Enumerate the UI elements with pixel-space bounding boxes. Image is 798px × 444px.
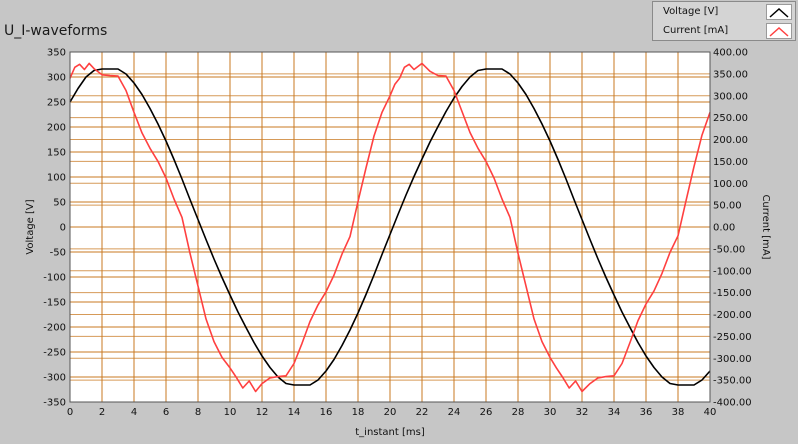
y-right-tick-label: -400.00 [713,398,752,409]
x-tick-label: 26 [480,407,493,418]
x-tick-label: 24 [448,407,461,418]
x-tick-label: 38 [672,407,685,418]
x-tick-label: 2 [99,407,105,418]
y-left-tick-label: -150 [43,298,66,309]
y-right-tick-label: -300.00 [713,354,752,365]
x-tick-label: 10 [224,407,237,418]
legend-swatch-current[interactable] [766,23,792,39]
legend-swatch-voltage[interactable] [766,4,792,20]
x-tick-label: 16 [320,407,333,418]
legend-label-current: Current [mA] [663,25,729,36]
y-left-tick-label: 200 [47,123,66,134]
y-left-tick-label: -100 [43,273,66,284]
y-right-tick-label: 50.00 [713,201,742,212]
chart-title: U_I-waveforms [4,23,108,39]
y-right-tick-label: -50.00 [713,244,745,255]
y-left-tick-label: 100 [47,173,66,184]
y-left-tick-label: -350 [43,398,66,409]
legend-item-voltage[interactable]: Voltage [V] [653,3,795,22]
legend-label-voltage: Voltage [V] [663,6,719,17]
series-lines [69,62,711,393]
x-tick-label: 4 [131,407,137,418]
y-right-tick-label: 200.00 [713,135,748,146]
grid [70,52,710,402]
x-tick-label: 22 [416,407,429,418]
y-left-tick-label: 0 [60,223,66,234]
y-left-tick-label: -50 [50,248,66,259]
y-right-tick-label: 0.00 [713,223,735,234]
y-right-tick-label: 250.00 [713,113,748,124]
y-left-tick-label: -200 [43,323,66,334]
x-tick-label: 8 [195,407,201,418]
y-left-tick-label: 50 [53,198,66,209]
legend-item-current[interactable]: Current [mA] [653,22,795,41]
x-tick-label: 40 [704,407,717,418]
y-right-tick-label: 350.00 [713,69,748,80]
series-line-current [69,62,711,393]
x-axis-label: t_instant [ms] [355,427,425,438]
x-tick-label: 32 [576,407,589,418]
y-left-tick-label: 300 [47,73,66,84]
y-left-tick-label: 250 [47,98,66,109]
x-tick-label: 34 [608,407,621,418]
y-right-tick-label: -150.00 [713,288,752,299]
x-tick-label: 30 [544,407,557,418]
y-axis-label-right: Current [mA] [760,194,771,259]
legend-line-current-icon [769,26,789,37]
x-tick-label: 20 [384,407,397,418]
y-right-tick-label: 400.00 [713,48,748,59]
legend[interactable]: Voltage [V] Current [mA] [652,1,796,41]
series-line-voltage [69,68,711,386]
y-left-tick-label: -300 [43,373,66,384]
y-right-tick-label: -100.00 [713,266,752,277]
y-right-tick-label: -200.00 [713,310,752,321]
y-left-tick-label: 350 [47,48,66,59]
x-tick-label: 12 [256,407,269,418]
y-right-tick-label: -350.00 [713,376,752,387]
x-tick-label: 18 [352,407,365,418]
y-left-tick-label: 150 [47,148,66,159]
x-tick-label: 6 [163,407,169,418]
tick-labels: 0 2 4 6 8 10 12 14 16 18 20 22 24 26 28 30 32 34 36 38 40350… [43,48,751,419]
y-right-tick-label: 300.00 [713,91,748,102]
y-right-tick-label: -250.00 [713,332,752,343]
x-tick-label: 0 [67,407,73,418]
plot-border [69,51,711,403]
x-tick-label: 28 [512,407,525,418]
x-tick-label: 36 [640,407,653,418]
y-right-tick-label: 100.00 [713,179,748,190]
legend-line-voltage-icon [769,7,789,18]
x-tick-label: 14 [288,407,301,418]
y-axis-label-left: Voltage [V] [25,199,36,254]
y-right-tick-label: 150.00 [713,157,748,168]
y-left-tick-label: -250 [43,348,66,359]
